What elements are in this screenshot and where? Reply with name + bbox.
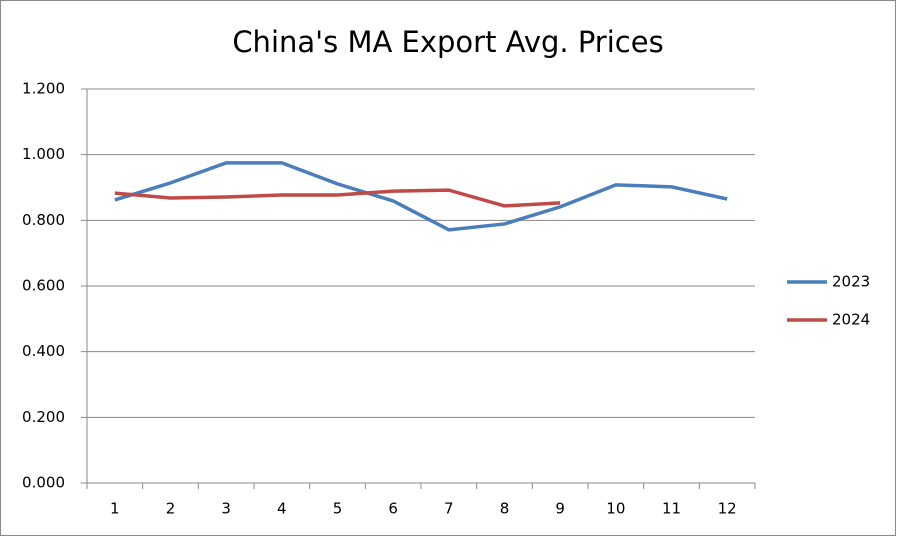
x-tick-label: 12 <box>718 500 737 518</box>
x-tick-label: 11 <box>662 500 681 518</box>
y-tick-label: 1.200 <box>22 80 65 98</box>
x-tick-label: 1 <box>110 500 120 518</box>
x-tick-label: 10 <box>606 500 625 518</box>
y-tick-label: 0.000 <box>22 474 65 492</box>
x-tick-label: 6 <box>388 500 398 518</box>
y-tick-label: 0.200 <box>22 408 65 426</box>
series-line <box>114 188 561 208</box>
x-tick-label: 7 <box>444 500 454 518</box>
x-tick-label: 9 <box>555 500 565 518</box>
legend-label: 2024 <box>832 311 870 329</box>
y-tick-label: 0.600 <box>22 277 65 295</box>
x-tick-label: 4 <box>277 500 287 518</box>
x-tick-label: 3 <box>221 500 231 518</box>
x-tick-label: 5 <box>333 500 343 518</box>
x-tick-label: 8 <box>500 500 510 518</box>
y-tick-label: 0.400 <box>22 342 65 360</box>
legend-label: 2023 <box>832 273 870 291</box>
chart-title: China's MA Export Avg. Prices <box>232 25 663 59</box>
x-tick-label: 2 <box>166 500 176 518</box>
y-tick-label: 0.800 <box>22 211 65 229</box>
series-line <box>114 161 728 232</box>
y-tick-label: 1.000 <box>22 145 65 163</box>
